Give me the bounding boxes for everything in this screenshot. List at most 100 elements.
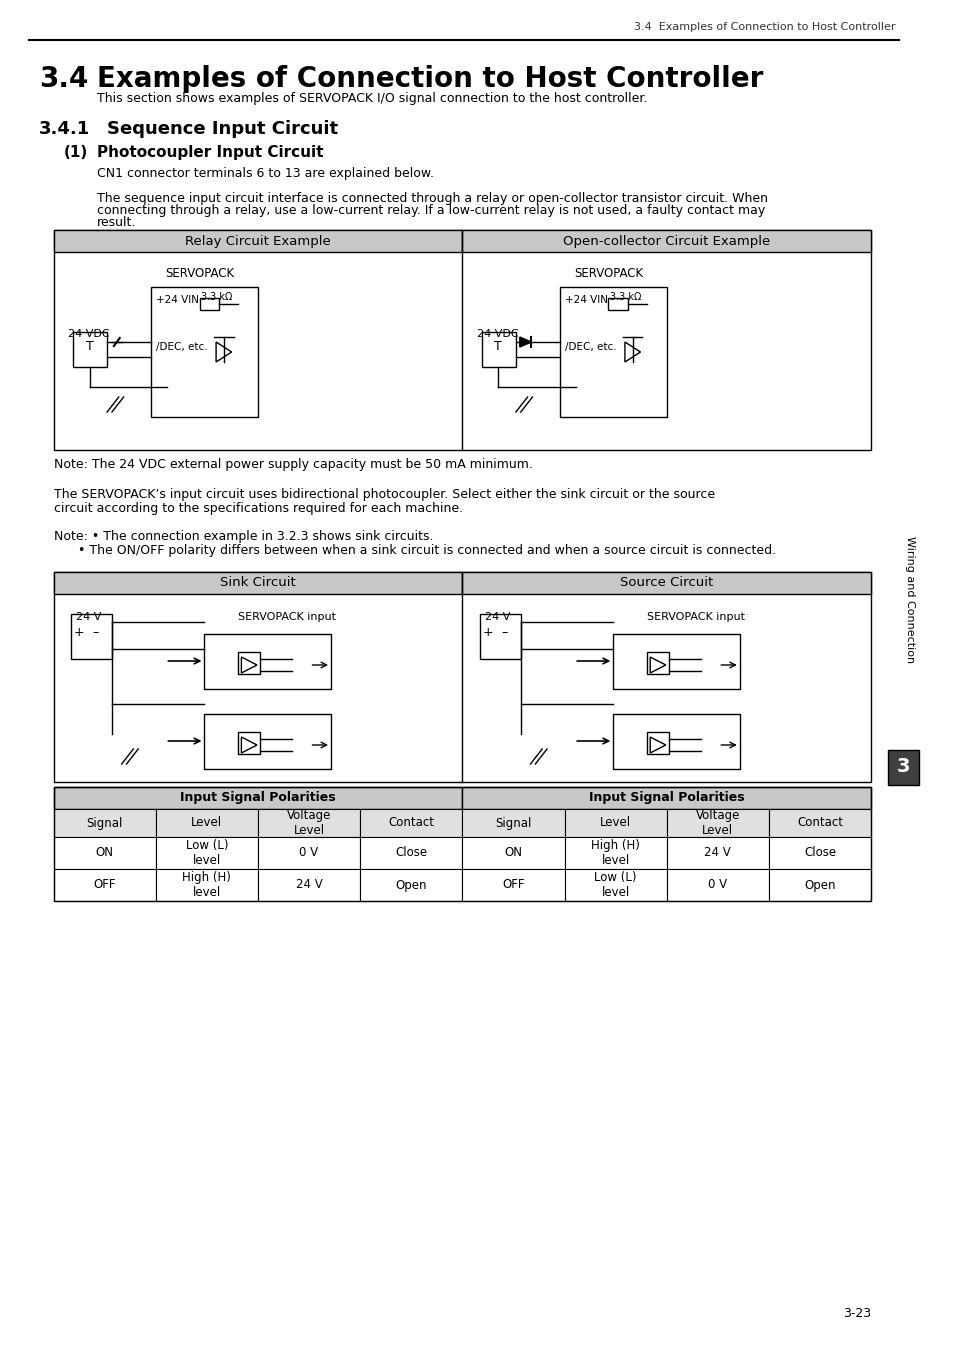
Bar: [155, 869, 257, 900]
Bar: [53, 837, 155, 869]
Text: ON: ON: [504, 846, 522, 860]
Text: Open: Open: [395, 879, 427, 891]
Text: 3.4: 3.4: [39, 65, 89, 93]
Bar: [360, 809, 462, 837]
Bar: [559, 288, 666, 417]
Text: Signal: Signal: [87, 817, 123, 829]
Bar: [238, 652, 259, 674]
Bar: [564, 809, 666, 837]
Text: Voltage
Level: Voltage Level: [695, 809, 740, 837]
Text: Input Signal Polarities: Input Signal Polarities: [180, 791, 335, 805]
Text: Sink Circuit: Sink Circuit: [220, 576, 295, 590]
Text: ON: ON: [95, 846, 113, 860]
Bar: [613, 634, 739, 688]
Text: Photocoupler Input Circuit: Photocoupler Input Circuit: [97, 144, 323, 161]
Text: T: T: [86, 340, 93, 354]
Text: 3.4.1: 3.4.1: [39, 120, 91, 138]
Bar: [462, 837, 564, 869]
Text: SERVOPACK: SERVOPACK: [573, 267, 642, 279]
Text: 0 V: 0 V: [707, 879, 727, 891]
Text: Close: Close: [803, 846, 835, 860]
Text: +: +: [74, 626, 85, 639]
Text: Relay Circuit Example: Relay Circuit Example: [185, 235, 331, 247]
Text: Sequence Input Circuit: Sequence Input Circuit: [107, 120, 338, 138]
Bar: [151, 288, 257, 417]
Bar: [564, 837, 666, 869]
Text: Low (L)
level: Low (L) level: [186, 838, 228, 867]
Text: Input Signal Polarities: Input Signal Polarities: [588, 791, 743, 805]
Bar: [462, 869, 564, 900]
Bar: [238, 732, 259, 755]
Bar: [204, 634, 331, 688]
Bar: [462, 230, 870, 252]
Text: Contact: Contact: [797, 817, 842, 829]
Text: 3-23: 3-23: [842, 1307, 870, 1320]
Text: 24 VDC: 24 VDC: [68, 329, 110, 339]
Text: +: +: [482, 626, 493, 639]
Text: /DEC, etc.: /DEC, etc.: [155, 342, 207, 352]
Text: OFF: OFF: [93, 879, 115, 891]
Text: 3: 3: [896, 757, 909, 776]
Bar: [462, 787, 870, 809]
Bar: [666, 809, 768, 837]
Text: –: –: [92, 626, 98, 639]
Bar: [462, 572, 870, 594]
Bar: [53, 572, 462, 594]
Bar: [666, 837, 768, 869]
Bar: [360, 869, 462, 900]
Text: CN1 connector terminals 6 to 13 are explained below.: CN1 connector terminals 6 to 13 are expl…: [97, 167, 434, 180]
Polygon shape: [519, 338, 531, 347]
Text: /DEC, etc.: /DEC, etc.: [564, 342, 616, 352]
Bar: [666, 869, 768, 900]
Bar: [53, 230, 870, 450]
Bar: [53, 787, 870, 900]
Text: • The ON/OFF polarity differs between when a sink circuit is connected and when : • The ON/OFF polarity differs between wh…: [53, 544, 775, 558]
Bar: [199, 298, 219, 311]
Bar: [360, 837, 462, 869]
Bar: [204, 714, 331, 770]
Bar: [53, 572, 870, 782]
Bar: [608, 298, 627, 311]
Text: Contact: Contact: [388, 817, 434, 829]
Text: 0 V: 0 V: [299, 846, 318, 860]
Text: High (H)
level: High (H) level: [591, 838, 639, 867]
Bar: [73, 332, 107, 367]
Bar: [768, 869, 870, 900]
Text: Low (L)
level: Low (L) level: [594, 871, 637, 899]
Bar: [53, 787, 462, 809]
Text: connecting through a relay, use a low-current relay. If a low-current relay is n: connecting through a relay, use a low-cu…: [97, 204, 765, 217]
Text: Note: • The connection example in 3.2.3 shows sink circuits.: Note: • The connection example in 3.2.3 …: [53, 531, 433, 543]
Text: SERVOPACK input: SERVOPACK input: [647, 612, 744, 622]
Text: SERVOPACK input: SERVOPACK input: [238, 612, 336, 622]
Bar: [257, 837, 360, 869]
Text: High (H)
level: High (H) level: [182, 871, 231, 899]
Text: 3.4  Examples of Connection to Host Controller: 3.4 Examples of Connection to Host Contr…: [634, 22, 895, 32]
Bar: [768, 809, 870, 837]
Text: Level: Level: [192, 817, 222, 829]
Text: 24 V: 24 V: [484, 612, 510, 622]
Bar: [768, 837, 870, 869]
Text: Signal: Signal: [495, 817, 531, 829]
Text: 24 V: 24 V: [295, 879, 322, 891]
Bar: [647, 652, 668, 674]
Text: Wiring and Connection: Wiring and Connection: [904, 536, 914, 664]
Text: T: T: [494, 340, 501, 354]
Text: circuit according to the specifications required for each machine.: circuit according to the specifications …: [53, 502, 462, 514]
Bar: [257, 809, 360, 837]
Text: (1): (1): [63, 144, 88, 161]
Text: 24 VDC: 24 VDC: [476, 329, 518, 339]
Text: Open: Open: [803, 879, 835, 891]
Bar: [462, 809, 564, 837]
Bar: [257, 869, 360, 900]
Text: 24 V: 24 V: [703, 846, 730, 860]
Text: result.: result.: [97, 216, 136, 230]
Bar: [479, 614, 520, 659]
Text: Source Circuit: Source Circuit: [619, 576, 713, 590]
Bar: [53, 869, 155, 900]
Text: Examples of Connection to Host Controller: Examples of Connection to Host Controlle…: [97, 65, 763, 93]
Text: Open-collector Circuit Example: Open-collector Circuit Example: [562, 235, 770, 247]
Text: Note: The 24 VDC external power supply capacity must be 50 mA minimum.: Note: The 24 VDC external power supply c…: [53, 458, 532, 471]
Text: Close: Close: [395, 846, 427, 860]
Text: Level: Level: [599, 817, 631, 829]
Text: +24 VIN: +24 VIN: [564, 296, 607, 305]
